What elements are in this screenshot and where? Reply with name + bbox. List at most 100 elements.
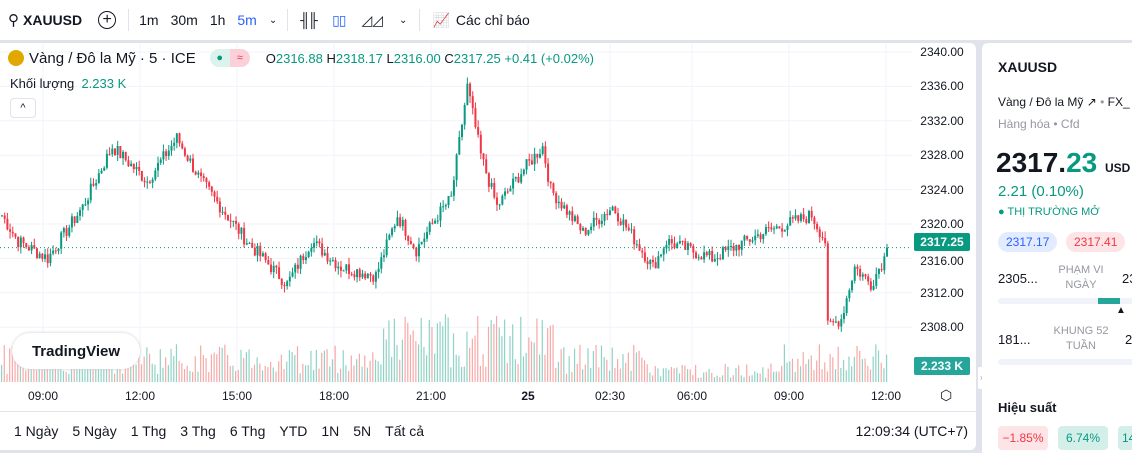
- volume-bar: [202, 355, 204, 382]
- volume-bar: [46, 363, 48, 382]
- volume-bar: [450, 367, 452, 382]
- candle: [46, 254, 49, 264]
- candle: [670, 239, 673, 244]
- perf-tile[interactable]: −1.85%: [998, 426, 1048, 450]
- chevron-down-icon[interactable]: ⌄: [268, 14, 278, 26]
- range-button[interactable]: 6 Thg: [229, 423, 266, 439]
- volume-bar: [460, 366, 463, 382]
- volume-bar: [396, 345, 398, 382]
- candle: [547, 163, 550, 182]
- volume-bar: [630, 370, 632, 382]
- range-button[interactable]: 3 Thg: [180, 423, 216, 439]
- volume-bar: [582, 369, 584, 382]
- volume-bar: [579, 344, 581, 382]
- range-button[interactable]: 5 Ngày: [72, 423, 117, 439]
- range-button[interactable]: 1N: [321, 423, 340, 439]
- volume-bar: [272, 367, 274, 382]
- time-tick: 06:00: [676, 389, 708, 403]
- price-tick: 2324.00: [920, 182, 964, 197]
- settings-icon[interactable]: ⬡: [940, 387, 953, 403]
- price-chart[interactable]: [0, 43, 912, 388]
- symbol-name[interactable]: Vàng / Đô la Mỹ: [998, 95, 1084, 109]
- candles-icon[interactable]: ▯▯: [332, 11, 346, 28]
- volume-bar: [821, 369, 823, 382]
- volume-bar: [676, 367, 678, 382]
- candle: [409, 240, 412, 245]
- volume-bar: [170, 348, 172, 382]
- volume-bar: [140, 364, 143, 382]
- volume-bar: [490, 320, 492, 382]
- volume-bar: [224, 344, 226, 382]
- candle: [304, 257, 307, 261]
- compare-button[interactable]: +: [90, 0, 124, 40]
- volume-bar: [439, 321, 441, 382]
- volume-bar: [331, 359, 334, 382]
- interval-30m[interactable]: 30m: [170, 12, 198, 28]
- range-bar: 1 Ngày 5 Ngày 1 Thg 3 Thg 6 Thg YTD 1N 5N Tất cả…: [0, 411, 976, 450]
- candle: [407, 235, 410, 241]
- volume-bar: [132, 352, 135, 382]
- tradingview-logo[interactable]: TradingView: [12, 333, 140, 369]
- clock[interactable]: 12:09:34 (UTC+7): [855, 423, 968, 439]
- volume-bar: [778, 371, 780, 382]
- candle: [517, 176, 520, 183]
- candle: [283, 285, 286, 287]
- price-tick: 2340.00: [920, 45, 964, 59]
- candle: [875, 273, 878, 286]
- symbol-search[interactable]: ⚲ XAUUSD: [8, 12, 83, 29]
- candle: [799, 214, 802, 221]
- interval-1h[interactable]: 1h: [209, 12, 226, 28]
- candle: [810, 211, 813, 218]
- candle: [208, 182, 211, 187]
- volume-bar: [154, 364, 156, 382]
- volume-bar: [509, 336, 511, 382]
- candle: [439, 206, 442, 221]
- volume-bar: [635, 352, 638, 382]
- volume-bar: [875, 344, 877, 382]
- range-button[interactable]: YTD: [279, 423, 308, 439]
- performance-title: Hiệu suất: [998, 400, 1057, 415]
- volume-bar: [813, 370, 815, 382]
- collapse-legend-button[interactable]: ^: [10, 98, 36, 118]
- market-status-badge[interactable]: ● ≈: [209, 49, 250, 67]
- volume-bar: [35, 369, 38, 382]
- volume-bar: [291, 352, 293, 382]
- candle: [353, 274, 356, 278]
- candle: [291, 272, 294, 277]
- candle: [14, 233, 17, 237]
- candle: [240, 227, 243, 234]
- perf-tile[interactable]: 6.74%: [1058, 426, 1108, 450]
- indicators-button[interactable]: 📈 Các chỉ báo: [432, 11, 530, 29]
- time-tick: 09:00: [773, 389, 805, 403]
- volume-bar: [358, 353, 360, 382]
- area-chart-icon[interactable]: ◿◿: [361, 11, 384, 28]
- candle: [842, 313, 845, 320]
- volume-bar: [428, 320, 430, 382]
- chevron-down-icon[interactable]: ⌄: [399, 14, 408, 26]
- candle: [705, 252, 708, 256]
- range-button[interactable]: 5N: [353, 423, 372, 439]
- range-button[interactable]: Tất cả: [385, 423, 425, 439]
- volume-bar: [479, 365, 482, 382]
- external-link-icon[interactable]: ↗: [1086, 95, 1097, 109]
- bid-price[interactable]: 2317.17: [998, 232, 1058, 252]
- chart-pane[interactable]: Vàng / Đô la Mỹ · 5 · ICE ● ≈ O2316.88 H2…: [0, 43, 976, 450]
- perf-tile[interactable]: 14: [1118, 426, 1132, 450]
- interval-1m[interactable]: 1m: [139, 12, 159, 28]
- ask-price[interactable]: 2317.41: [1066, 232, 1126, 252]
- candle: [692, 246, 695, 253]
- volume-bar: [105, 366, 108, 382]
- side-symbol: XAUUSD: [998, 59, 1058, 75]
- candle: [724, 247, 727, 250]
- volume-bar: [288, 350, 291, 382]
- candle: [210, 186, 213, 192]
- interval-5m[interactable]: 5m: [237, 12, 257, 28]
- bars-icon[interactable]: ╢╟: [300, 12, 318, 28]
- candle: [148, 181, 151, 183]
- range-button[interactable]: 1 Ngày: [14, 423, 59, 439]
- volume-bar: [124, 357, 126, 382]
- volume-bar: [512, 324, 514, 382]
- candle: [261, 253, 264, 257]
- candle: [151, 179, 154, 183]
- range-button[interactable]: 1 Thg: [130, 423, 167, 439]
